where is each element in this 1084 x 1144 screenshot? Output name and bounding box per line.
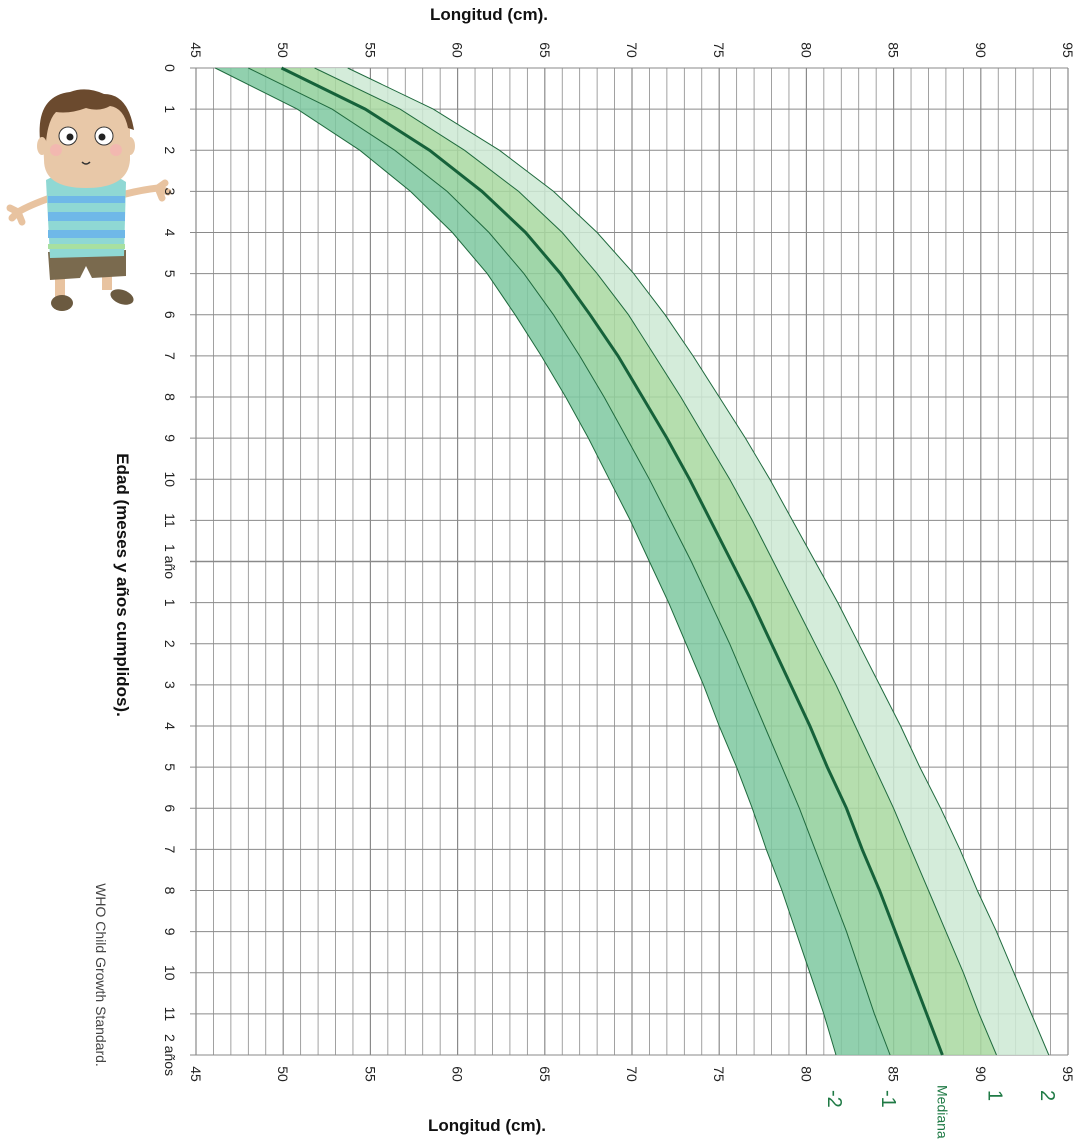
child-right-leg (102, 268, 112, 290)
zscore-label-median: Mediana (934, 1085, 950, 1139)
length-tick-label: 50 (275, 1066, 291, 1082)
length-tick-label: 70 (624, 1066, 640, 1082)
length-tick-label: 60 (450, 1066, 466, 1082)
length-tick-label: 85 (886, 42, 902, 58)
length-ticks-top: 45 50 55 60 65 70 75 80 85 90 95 (188, 42, 1076, 58)
title-bottom: Longitud (cm). (428, 1116, 546, 1135)
age-tick-label: 7 (162, 352, 178, 360)
age-tick-label: 8 (162, 393, 178, 401)
zscore-labels: -2 -1 Mediana 1 2 (823, 1085, 1058, 1139)
age-tick-label: 0 (162, 64, 178, 72)
length-tick-label: 95 (1060, 1066, 1076, 1082)
child-pupil-left (66, 133, 74, 141)
child-right-shoe (110, 289, 134, 305)
length-tick-label: 60 (450, 42, 466, 58)
band-minus1-median (248, 68, 943, 1055)
band-minus2-minus1 (215, 68, 891, 1055)
age-tick-label: 6 (162, 804, 178, 812)
length-tick-label: 70 (624, 42, 640, 58)
age-tick-label: 9 (162, 928, 178, 936)
age-tick-label: 1 (162, 105, 178, 113)
child-cheek-right (110, 144, 122, 156)
length-tick-label: 65 (537, 1066, 553, 1082)
child-left-shoe (51, 295, 73, 311)
age-tick-label: 1 (162, 599, 178, 607)
zscore-bands (215, 68, 1049, 1055)
age-tick-label: 4 (162, 229, 178, 237)
length-tick-label: 45 (188, 1066, 204, 1082)
age-tick-label: 2 años (162, 1034, 178, 1076)
age-tick-label: 8 (162, 887, 178, 895)
age-tick-label: 11 (162, 513, 178, 528)
child-shirt-stripe-3 (48, 230, 125, 238)
length-tick-label: 55 (362, 1066, 378, 1082)
age-tick-label: 6 (162, 311, 178, 319)
child-illustration (6, 89, 172, 311)
age-tick-label: 1 año (162, 544, 178, 579)
series-line-median (280, 66, 944, 1056)
child-ear-left (37, 137, 47, 155)
series-line-z1 (314, 67, 997, 1056)
child-hair (39, 89, 134, 142)
length-tick-label: 90 (973, 1066, 989, 1082)
child-head (42, 94, 130, 188)
age-tick-label: 10 (162, 965, 178, 981)
length-tick-label: 90 (973, 42, 989, 58)
age-tick-label: 2 (162, 640, 178, 648)
age-tick-label: 3 (162, 681, 178, 689)
series-line-z2 (347, 67, 1050, 1056)
length-tick-label: 45 (188, 42, 204, 58)
source-label: WHO Child Growth Standard. (93, 883, 109, 1067)
child-cheek-left (50, 144, 62, 156)
length-tick-label: 80 (798, 1066, 814, 1082)
zscore-label-z-1: -1 (877, 1090, 899, 1108)
length-tick-label: 55 (362, 42, 378, 58)
age-tick-label: 5 (162, 270, 178, 278)
series-line-z-1 (248, 67, 891, 1056)
band-median-plus1 (281, 68, 997, 1055)
child-shirt-stripe-2 (48, 212, 125, 221)
child-ear-right (125, 137, 135, 155)
age-tick-label: 3 (162, 187, 178, 195)
child-left-arm (6, 194, 54, 226)
age-tick-label: 5 (162, 763, 178, 771)
zscore-label-z1: 1 (983, 1090, 1005, 1101)
length-tick-label: 75 (711, 1066, 727, 1082)
y-axis-label: Edad (meses y años cumplidos). (113, 453, 132, 717)
length-tick-label: 85 (886, 1066, 902, 1082)
band-plus1-plus2 (314, 68, 1049, 1055)
length-tick-label: 95 (1060, 42, 1076, 58)
age-tick-label: 11 (162, 1007, 178, 1022)
age-tick-label: 9 (162, 434, 178, 442)
age-tick-label: 10 (162, 471, 178, 487)
length-tick-label: 75 (711, 42, 727, 58)
zscore-label-z2: 2 (1036, 1090, 1058, 1101)
child-pupil-right (98, 133, 106, 141)
child-mouth (81, 161, 91, 165)
child-left-leg (55, 268, 65, 298)
age-tick-label: 7 (162, 845, 178, 853)
length-tick-label: 80 (798, 42, 814, 58)
series-line-z-2 (214, 67, 837, 1056)
child-shirt-stripe-4 (48, 244, 125, 249)
age-ticks: 0 1 2 3 4 5 6 7 8 9 10 11 1 año 1 2 3 4 5 6 7 8 9 10 11 2 años (162, 64, 178, 1076)
length-tick-label: 50 (275, 42, 291, 58)
title-top: Longitud (cm). (430, 5, 548, 24)
length-ticks-bottom: 45 50 55 60 65 70 75 80 85 90 95 (188, 1066, 1076, 1082)
age-tick-label: 4 (162, 722, 178, 730)
child-right-arm (118, 179, 172, 202)
length-tick-label: 65 (537, 42, 553, 58)
age-tick-label: 2 (162, 146, 178, 154)
zscore-label-z-2: -2 (823, 1090, 845, 1108)
zscore-lines (214, 66, 1050, 1056)
child-shirt-stripe-1 (48, 196, 125, 203)
